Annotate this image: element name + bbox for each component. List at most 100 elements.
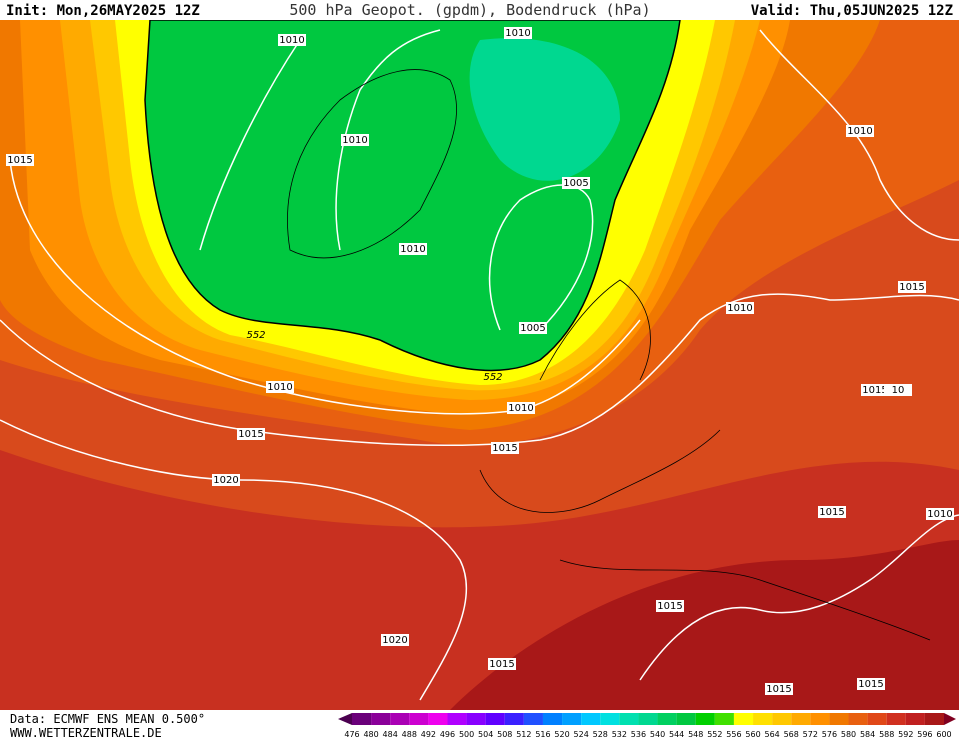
colorbar-swatch <box>733 713 754 725</box>
colorbar-tick-label: 488 <box>402 730 417 739</box>
colorbar-swatch <box>581 713 601 725</box>
label-box <box>341 134 369 146</box>
colorbar-tick-label: 592 <box>898 730 913 739</box>
colorbar-tick-label: 600 <box>936 730 951 739</box>
colorbar-swatch <box>447 713 467 725</box>
data-source: Data: ECMWF ENS MEAN 0.500° <box>10 712 205 726</box>
header-bg <box>0 0 959 20</box>
height-label: 552 <box>483 372 502 383</box>
colorbar-tick-label: 480 <box>363 730 378 739</box>
colorbar-swatch <box>905 713 925 725</box>
label-box <box>399 243 427 255</box>
site: WWW.WETTERZENTRALE.DE <box>10 726 162 740</box>
colorbar-arrow <box>338 713 352 725</box>
colorbar-tick-label: 552 <box>707 730 722 739</box>
pressure-label: 1010 <box>508 403 533 414</box>
colorbar-tick-label: 564 <box>764 730 779 739</box>
colorbar-tick-label: 476 <box>344 730 359 739</box>
label-box <box>846 125 874 137</box>
label-box <box>562 177 590 189</box>
colorbar-tick-label: 544 <box>669 730 684 739</box>
label-box <box>898 281 926 293</box>
height-label: 552 <box>246 330 265 341</box>
colorbar-tick-label: 532 <box>612 730 627 739</box>
label-box <box>237 428 265 440</box>
colorbar-swatch <box>428 713 448 725</box>
coastlines <box>287 69 931 641</box>
pressure-label: 1015 <box>492 443 517 454</box>
colorbar-tick-label: 516 <box>535 730 550 739</box>
colorbar-swatch <box>829 713 849 725</box>
isobars <box>0 29 959 701</box>
colorbar-tick-label: 512 <box>516 730 531 739</box>
colorbar-swatch <box>886 713 906 725</box>
colorbar-tick-label: 540 <box>650 730 665 739</box>
label-box <box>266 381 294 393</box>
label-box <box>519 322 547 334</box>
colorbar-swatch <box>371 713 391 725</box>
label-box <box>818 506 846 518</box>
field-band <box>450 540 959 710</box>
colorbar-tick-label: 548 <box>688 730 703 739</box>
colorbar: 476 480 484 488 492 496 500 504 508 512 516 520 524 5… <box>338 713 956 739</box>
valid-time: Valid: Thu,05JUN2025 12Z <box>751 3 953 19</box>
pressure-label: 10 <box>892 385 905 396</box>
colorbar-tick-label: 508 <box>497 730 512 739</box>
pressure-label: 1015 <box>819 507 844 518</box>
pressure-label: 1010 <box>847 126 872 137</box>
field-core <box>469 38 620 181</box>
map <box>0 19 959 710</box>
pressure-label: 1015 <box>657 601 682 612</box>
label-box <box>6 154 34 166</box>
label-box <box>726 302 754 314</box>
colorbar-swatch <box>753 713 773 725</box>
label-box <box>884 384 912 396</box>
colorbar-swatch <box>638 713 658 725</box>
label-box <box>212 474 240 486</box>
pressure-label: 1015 <box>766 684 791 695</box>
pressure-label: 1005 <box>520 323 545 334</box>
colorbar-swatch <box>504 713 524 725</box>
colorbar-tick-label: 556 <box>726 730 741 739</box>
colorbar-tick-label: 520 <box>554 730 569 739</box>
init-time: Init: Mon,26MAY2025 12Z <box>6 3 200 19</box>
colorbar-tick-label: 504 <box>478 730 493 739</box>
pressure-label: 1010 <box>727 303 752 314</box>
colorbar-tick-label: 584 <box>860 730 875 739</box>
colorbar-swatch <box>562 713 582 725</box>
pressure-label: 1010 <box>927 509 952 520</box>
pressure-label: 1010 <box>267 382 292 393</box>
pressure-label: 1015 <box>7 155 32 166</box>
colorbar-tick-label: 484 <box>383 730 398 739</box>
colorbar-tick-label: 572 <box>803 730 818 739</box>
colorbar-swatch <box>924 713 944 725</box>
colorbar-swatch <box>810 713 830 725</box>
colorbar-tick-label: 492 <box>421 730 436 739</box>
colorbar-swatch <box>352 713 372 725</box>
label-box <box>861 384 889 396</box>
pressure-label: 1015 <box>238 429 263 440</box>
map-labels: 1010 1010 1010 1015 1010 1005 1010 1010 1015 1005… <box>6 27 954 695</box>
colorbar-tick-label: 500 <box>459 730 474 739</box>
pressure-label: 1010 <box>279 35 304 46</box>
colorbar-swatch <box>695 713 715 725</box>
label-box <box>488 658 516 670</box>
label-box <box>504 27 532 39</box>
colorbar-tick-label: 524 <box>574 730 589 739</box>
colorbar-swatch <box>523 713 543 725</box>
colorbar-swatch <box>542 713 563 725</box>
colorbar-tick-label: 568 <box>784 730 799 739</box>
colorbar-swatch <box>466 713 486 725</box>
colorbar-swatch <box>600 713 620 725</box>
colorbar-tick-label: 560 <box>745 730 760 739</box>
colorbar-swatch <box>390 713 410 725</box>
pressure-label: 1015 <box>858 679 883 690</box>
colorbar-tick-label: 496 <box>440 730 455 739</box>
label-box <box>765 683 793 695</box>
label-box <box>656 600 684 612</box>
colorbar-swatch <box>848 713 868 725</box>
pressure-label: 1010 <box>400 244 425 255</box>
pressure-label: 1020 <box>382 635 407 646</box>
colorbar-arrow <box>944 713 956 725</box>
colorbar-swatch <box>867 713 887 725</box>
